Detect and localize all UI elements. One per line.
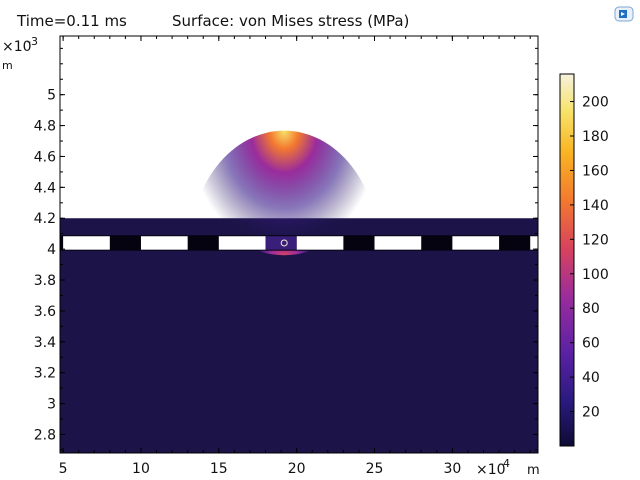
x-axis-exponent: ×10 <box>476 462 506 478</box>
y-tick-label: 4.4 <box>34 180 56 196</box>
peak-marker <box>280 239 288 247</box>
time-label: Time=0.11 ms <box>17 12 127 30</box>
colorbar-tick-label: 160 <box>582 163 609 179</box>
colorbar <box>559 73 575 447</box>
surface-title: Surface: von Mises stress (MPa) <box>172 12 410 30</box>
comsol-logo-icon[interactable] <box>614 6 634 22</box>
colorbar-tick-label: 100 <box>582 267 609 283</box>
y-axis-unit: m <box>2 59 13 72</box>
hole <box>296 236 344 250</box>
hole <box>452 236 500 250</box>
colorbar-tick-label: 20 <box>582 405 600 421</box>
colorbar-tick-label: 40 <box>582 370 600 386</box>
x-tick-label: 15 <box>210 461 228 477</box>
hole <box>218 236 266 250</box>
y-tick-label: 3.8 <box>34 273 56 289</box>
x-tick-label: 30 <box>443 461 461 477</box>
y-tick-label: 3 <box>47 397 56 413</box>
colorbar-tick-label: 200 <box>582 95 609 111</box>
hole <box>374 236 422 250</box>
y-tick-label: 4.2 <box>34 211 56 227</box>
hole <box>63 236 110 250</box>
x-tick-label: 25 <box>366 461 384 477</box>
hole <box>140 236 188 250</box>
y-tick-label: 5 <box>47 88 56 104</box>
y-axis-exponent-power: -3 <box>27 35 38 48</box>
colorbar-tick-label: 120 <box>582 232 609 248</box>
x-axis-exponent-power: -4 <box>499 457 510 470</box>
colorbar-tick-label: 80 <box>582 301 600 317</box>
colorbar-tick-label: 60 <box>582 336 600 352</box>
y-tick-label: 3.4 <box>34 335 56 351</box>
y-tick-label: 4.6 <box>34 149 56 165</box>
y-tick-label: 4.8 <box>34 119 56 135</box>
y-tick-label: 3.2 <box>34 366 56 382</box>
y-tick-label: 3.6 <box>34 304 56 320</box>
x-tick-label: 20 <box>288 461 306 477</box>
colorbar-tick-label: 180 <box>582 129 609 145</box>
hole <box>530 236 538 250</box>
plot-frame <box>59 35 539 454</box>
y-axis-exponent: ×10 <box>2 39 32 55</box>
x-tick-label: 5 <box>59 461 68 477</box>
y-tick-label: 4 <box>47 242 56 258</box>
x-axis-unit: m <box>527 463 540 478</box>
colorbar-tick-label: 140 <box>582 198 609 214</box>
x-tick-label: 10 <box>132 461 150 477</box>
y-tick-label: 2.8 <box>34 427 56 443</box>
